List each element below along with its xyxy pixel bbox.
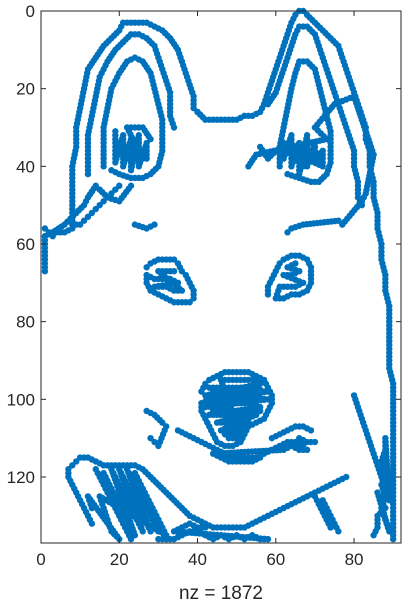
data-point-1885 [284, 229, 291, 236]
y-tick-label: 20 [16, 80, 35, 99]
data-point-2023 [131, 221, 139, 228]
x-ticks: 0 20 40 60 80 [36, 11, 364, 569]
data-point-2011 [41, 233, 49, 240]
data-point-1991 [96, 186, 103, 193]
data-point-2017 [159, 419, 166, 426]
y-tick-label: 60 [16, 235, 35, 254]
y-ticks: 0 20 40 60 80 100 120 [7, 2, 401, 487]
axes-box [40, 10, 402, 544]
data-point-304 [389, 535, 397, 543]
data-point-1357 [147, 434, 154, 442]
data-point-18 [112, 186, 119, 193]
data-point-1273 [264, 388, 272, 395]
data-point-1767 [202, 524, 209, 531]
y-tick-label: 80 [16, 313, 35, 332]
data-point-15 [100, 198, 107, 205]
x-tick-label: 80 [345, 550, 364, 569]
x-tick-label: 40 [188, 550, 207, 569]
data-point-10 [80, 217, 88, 224]
data-point-1364 [163, 423, 170, 430]
data-point-11 [84, 213, 92, 221]
data-point-1356 [307, 427, 315, 434]
data-point-1345 [256, 454, 264, 461]
y-tick-label: 120 [7, 468, 35, 487]
data-point-1899 [335, 217, 342, 224]
data-point-815 [170, 256, 178, 263]
data-point-807 [256, 143, 264, 151]
data-point-931 [202, 380, 209, 387]
data-point-1979 [245, 163, 252, 170]
data-point-0 [41, 225, 49, 232]
data-point-162 [292, 11, 299, 19]
data-point-1385 [88, 520, 96, 527]
data-point-825 [190, 295, 197, 302]
data-point-517 [108, 167, 115, 174]
data-point-1369 [311, 438, 319, 446]
data-point-882 [276, 260, 283, 267]
data-point-808 [143, 264, 150, 271]
data-point-12 [88, 209, 96, 217]
y-tick-label: 0 [26, 2, 35, 21]
y-tick-label: 100 [7, 390, 35, 409]
data-point-1358 [151, 438, 158, 446]
data-markers [41, 7, 397, 543]
data-point-928 [292, 260, 299, 267]
data-point-118 [190, 104, 197, 112]
data-point-695 [147, 135, 154, 143]
data-point-1884 [370, 532, 377, 539]
data-point-1370 [69, 462, 76, 469]
data-point-1461 [343, 473, 350, 481]
data-point-1792 [335, 528, 342, 535]
data-point-873 [170, 267, 178, 275]
data-point-1386 [73, 458, 80, 465]
data-point-588 [284, 170, 291, 178]
data-point-9 [76, 221, 84, 228]
data-point-372 [170, 124, 178, 131]
x-tick-label: 60 [266, 550, 285, 569]
data-point-14 [96, 201, 103, 209]
y-tick-label: 40 [16, 157, 35, 176]
data-point-19 [116, 182, 123, 189]
x-tick-label: 0 [36, 550, 45, 569]
data-point-17 [108, 190, 115, 197]
x-axis-label: nz = 1872 [179, 583, 263, 604]
data-point-1704 [88, 504, 96, 512]
data-point-13 [92, 205, 99, 213]
x-tick-label: 20 [110, 550, 129, 569]
data-point-818 [178, 267, 186, 275]
